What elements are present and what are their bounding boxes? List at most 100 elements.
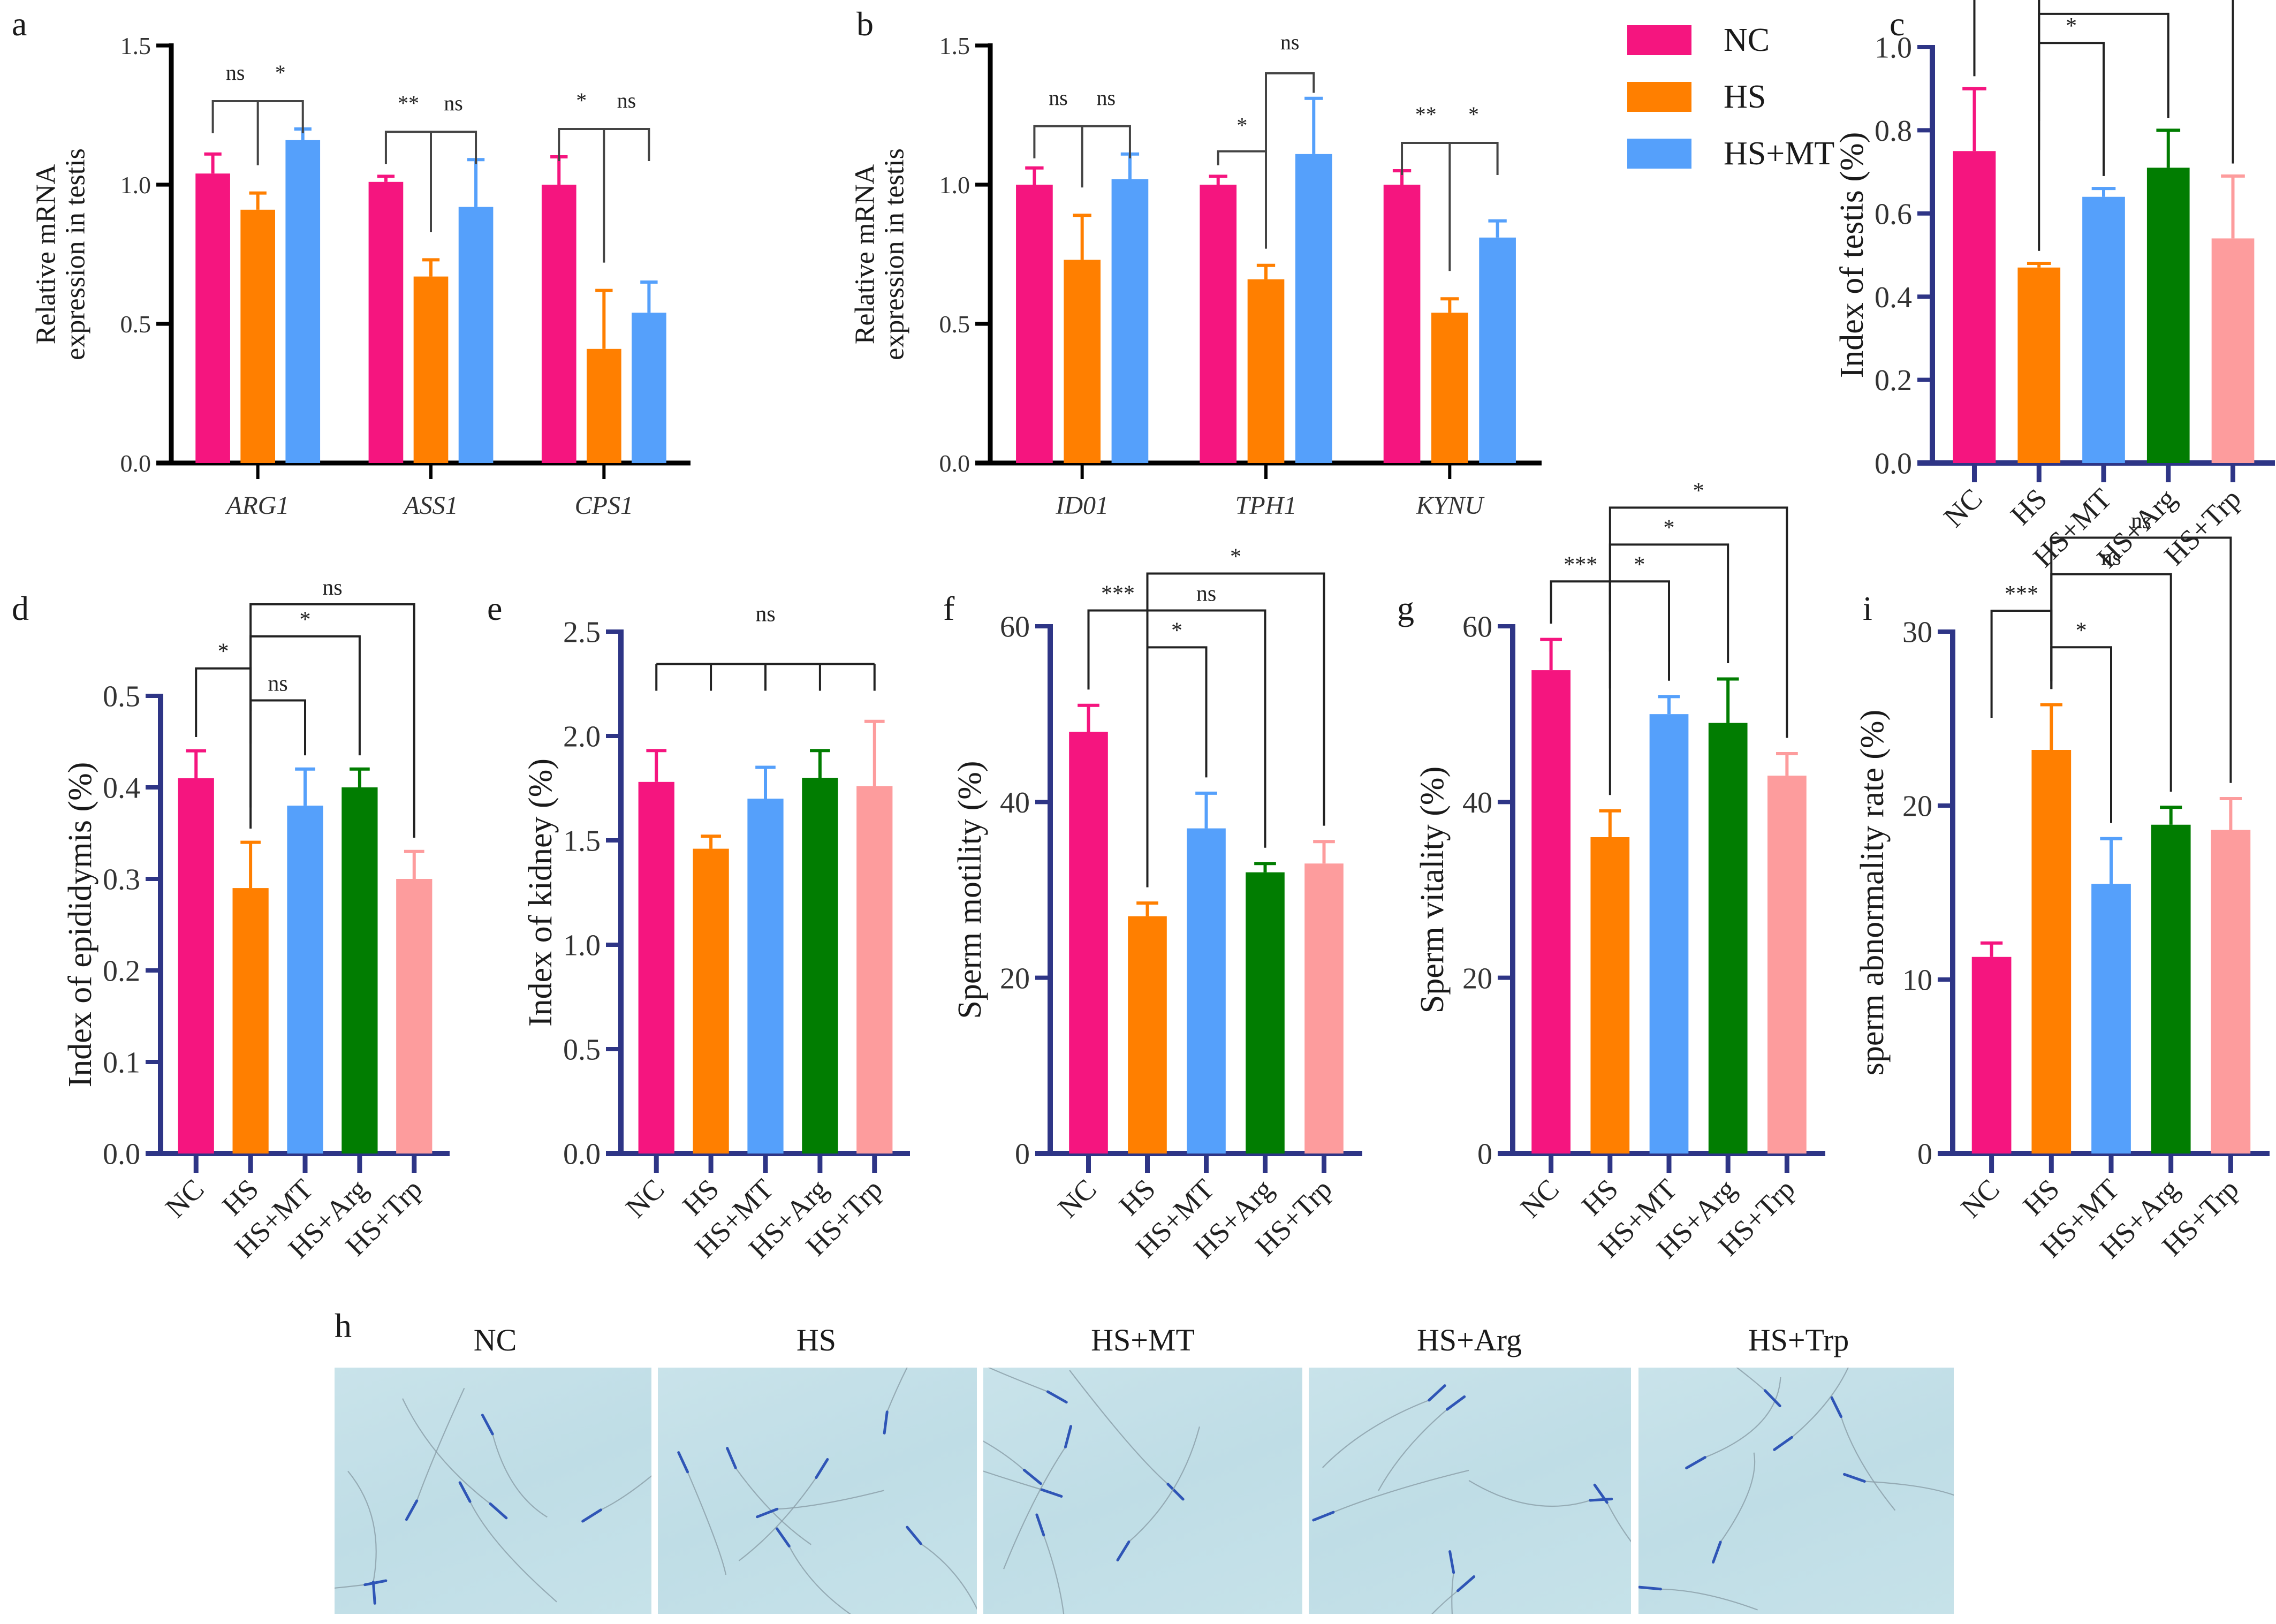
significance-label: ns: [1049, 86, 1068, 110]
sperm-tail: [1844, 1474, 1954, 1496]
sperm-tail: [983, 1470, 1062, 1497]
sperm-head: [1773, 1436, 1793, 1451]
sperm-tail: [582, 1475, 651, 1522]
bar-hs-mt: [2091, 884, 2131, 1154]
sperm-head: [1312, 1511, 1335, 1522]
significance-label: *: [2066, 14, 2077, 39]
sperm-tail: [776, 1528, 851, 1614]
bar-hs: [2031, 750, 2072, 1154]
sperm-tail: [1639, 1587, 1758, 1611]
sperm-tail: [1003, 1426, 1072, 1569]
significance-label: ns: [1097, 86, 1116, 110]
significance-label: *: [300, 608, 311, 632]
significance-bracket: [1217, 150, 1266, 165]
y-tick-label: 1.0: [939, 171, 970, 199]
micrograph-hs-mt: [983, 1368, 1302, 1614]
y-tick-label: 2.5: [563, 616, 601, 649]
y-tick-label: 40: [1000, 786, 1030, 819]
significance-bracket: [249, 603, 415, 838]
sperm-head: [1589, 1498, 1613, 1502]
panel-label-a: a: [12, 5, 27, 43]
bar-ass1-hs-mt: [458, 207, 494, 463]
sperm-head: [481, 1414, 494, 1436]
bar-hs-mt: [1649, 714, 1689, 1154]
significance-bracket: [1265, 72, 1315, 249]
sperm-head: [756, 1507, 779, 1519]
bar-nc: [178, 778, 214, 1154]
y-tick-label: 0: [1015, 1138, 1030, 1171]
y-tick-label: 1.0: [1875, 32, 1912, 65]
sperm-head: [1428, 1384, 1446, 1402]
significance-label: ***: [1564, 552, 1597, 577]
bar-hs-trp: [856, 786, 893, 1154]
sperm-tail: [1431, 1576, 1475, 1614]
sperm-tail: [678, 1452, 727, 1575]
micrograph-svg: [983, 1368, 1201, 1614]
panel-label-f: f: [943, 589, 955, 627]
y-tick-label: 60: [1462, 611, 1492, 644]
chart-i: 0 10 20 30 sperm abnormality rate (%) NC HS HS+…: [1854, 509, 2270, 1265]
sperm-head: [1712, 1540, 1722, 1564]
y-tick-label: 0.2: [1875, 364, 1912, 397]
significance-label: ***: [2005, 582, 2038, 606]
micrograph-svg: [1312, 1384, 1631, 1614]
bar-nc: [1971, 957, 2012, 1154]
sperm-head: [775, 1527, 791, 1548]
sperm-tail: [884, 1368, 908, 1433]
significance-label: *: [1236, 113, 1247, 138]
chart-a: 0.0 0.5 1.0 1.5 Relative mRNA expression in t…: [0, 0, 749, 578]
significance-label: ns: [2101, 545, 2121, 570]
micrograph-title-hs: HS: [796, 1323, 837, 1357]
chart-f: 0 20 40 60 Sperm motility (%) NC HS HS+MT HS+Arg…: [0, 0, 1392, 1311]
sperm-tail: [1117, 1426, 1201, 1561]
bar-hs-trp: [1767, 776, 1807, 1154]
significance-label: *: [2098, 0, 2110, 10]
y-tick-label: 20: [1902, 790, 1932, 823]
micrograph-hs-arg: [1309, 1368, 1631, 1614]
bar-id01-nc: [1016, 185, 1053, 463]
significance-label: **: [1415, 102, 1437, 126]
y-axis-label: sperm abnormality rate (%): [1854, 710, 1891, 1075]
sperm-head: [1166, 1483, 1185, 1501]
y-tick-label: 0.8: [1875, 115, 1912, 148]
sperm-head: [1830, 1396, 1843, 1418]
legend-swatch-hs-mt: [1627, 139, 1691, 169]
bar-hs-trp: [2211, 238, 2255, 463]
sperm-head: [371, 1580, 376, 1605]
sperm-tail: [406, 1387, 465, 1520]
significance-label: ns: [755, 602, 775, 626]
bar-kynu-nc: [1383, 185, 1421, 463]
y-axis-label: Relative mRNA: [31, 164, 62, 344]
y-tick-label: 0.6: [1875, 198, 1912, 231]
legend-item-hs: HS: [1627, 69, 1834, 125]
bar-hs-mt: [2082, 196, 2125, 463]
sperm-tail: [1468, 1480, 1612, 1507]
sperm-tail: [1686, 1377, 1781, 1469]
panel-label-h: h: [335, 1307, 352, 1345]
sperm-head: [1445, 1395, 1466, 1411]
y-tick-label: 0: [1477, 1138, 1492, 1171]
sperm-head: [726, 1447, 737, 1469]
x-tick-label: ARG1: [225, 491, 289, 520]
panel-label-c: c: [1890, 5, 1905, 43]
sperm-head: [1035, 1513, 1045, 1537]
x-tick-label: KYNU: [1416, 491, 1485, 520]
bar-hs: [2017, 267, 2061, 463]
y-tick-label: 0.0: [939, 450, 970, 477]
y-axis-label: Sperm motility (%): [952, 761, 988, 1019]
y-tick-label: 0.0: [1875, 447, 1912, 481]
sperm-tail: [1322, 1385, 1445, 1468]
bar-nc: [1069, 732, 1108, 1154]
sperm-head: [1046, 1390, 1068, 1404]
sperm-head: [405, 1499, 419, 1521]
sperm-head: [883, 1410, 889, 1435]
y-tick-label: 0.5: [939, 310, 970, 338]
bar-arg1-hs-mt: [285, 140, 321, 463]
bar-tph1-nc: [1200, 185, 1237, 463]
bar-kynu-hs: [1431, 313, 1468, 463]
significance-label: ns: [322, 575, 342, 600]
y-tick-label: 0.5: [120, 310, 151, 338]
micrograph-title-hs-arg: HS+Arg: [1416, 1323, 1522, 1357]
sperm-tail: [1594, 1484, 1631, 1543]
